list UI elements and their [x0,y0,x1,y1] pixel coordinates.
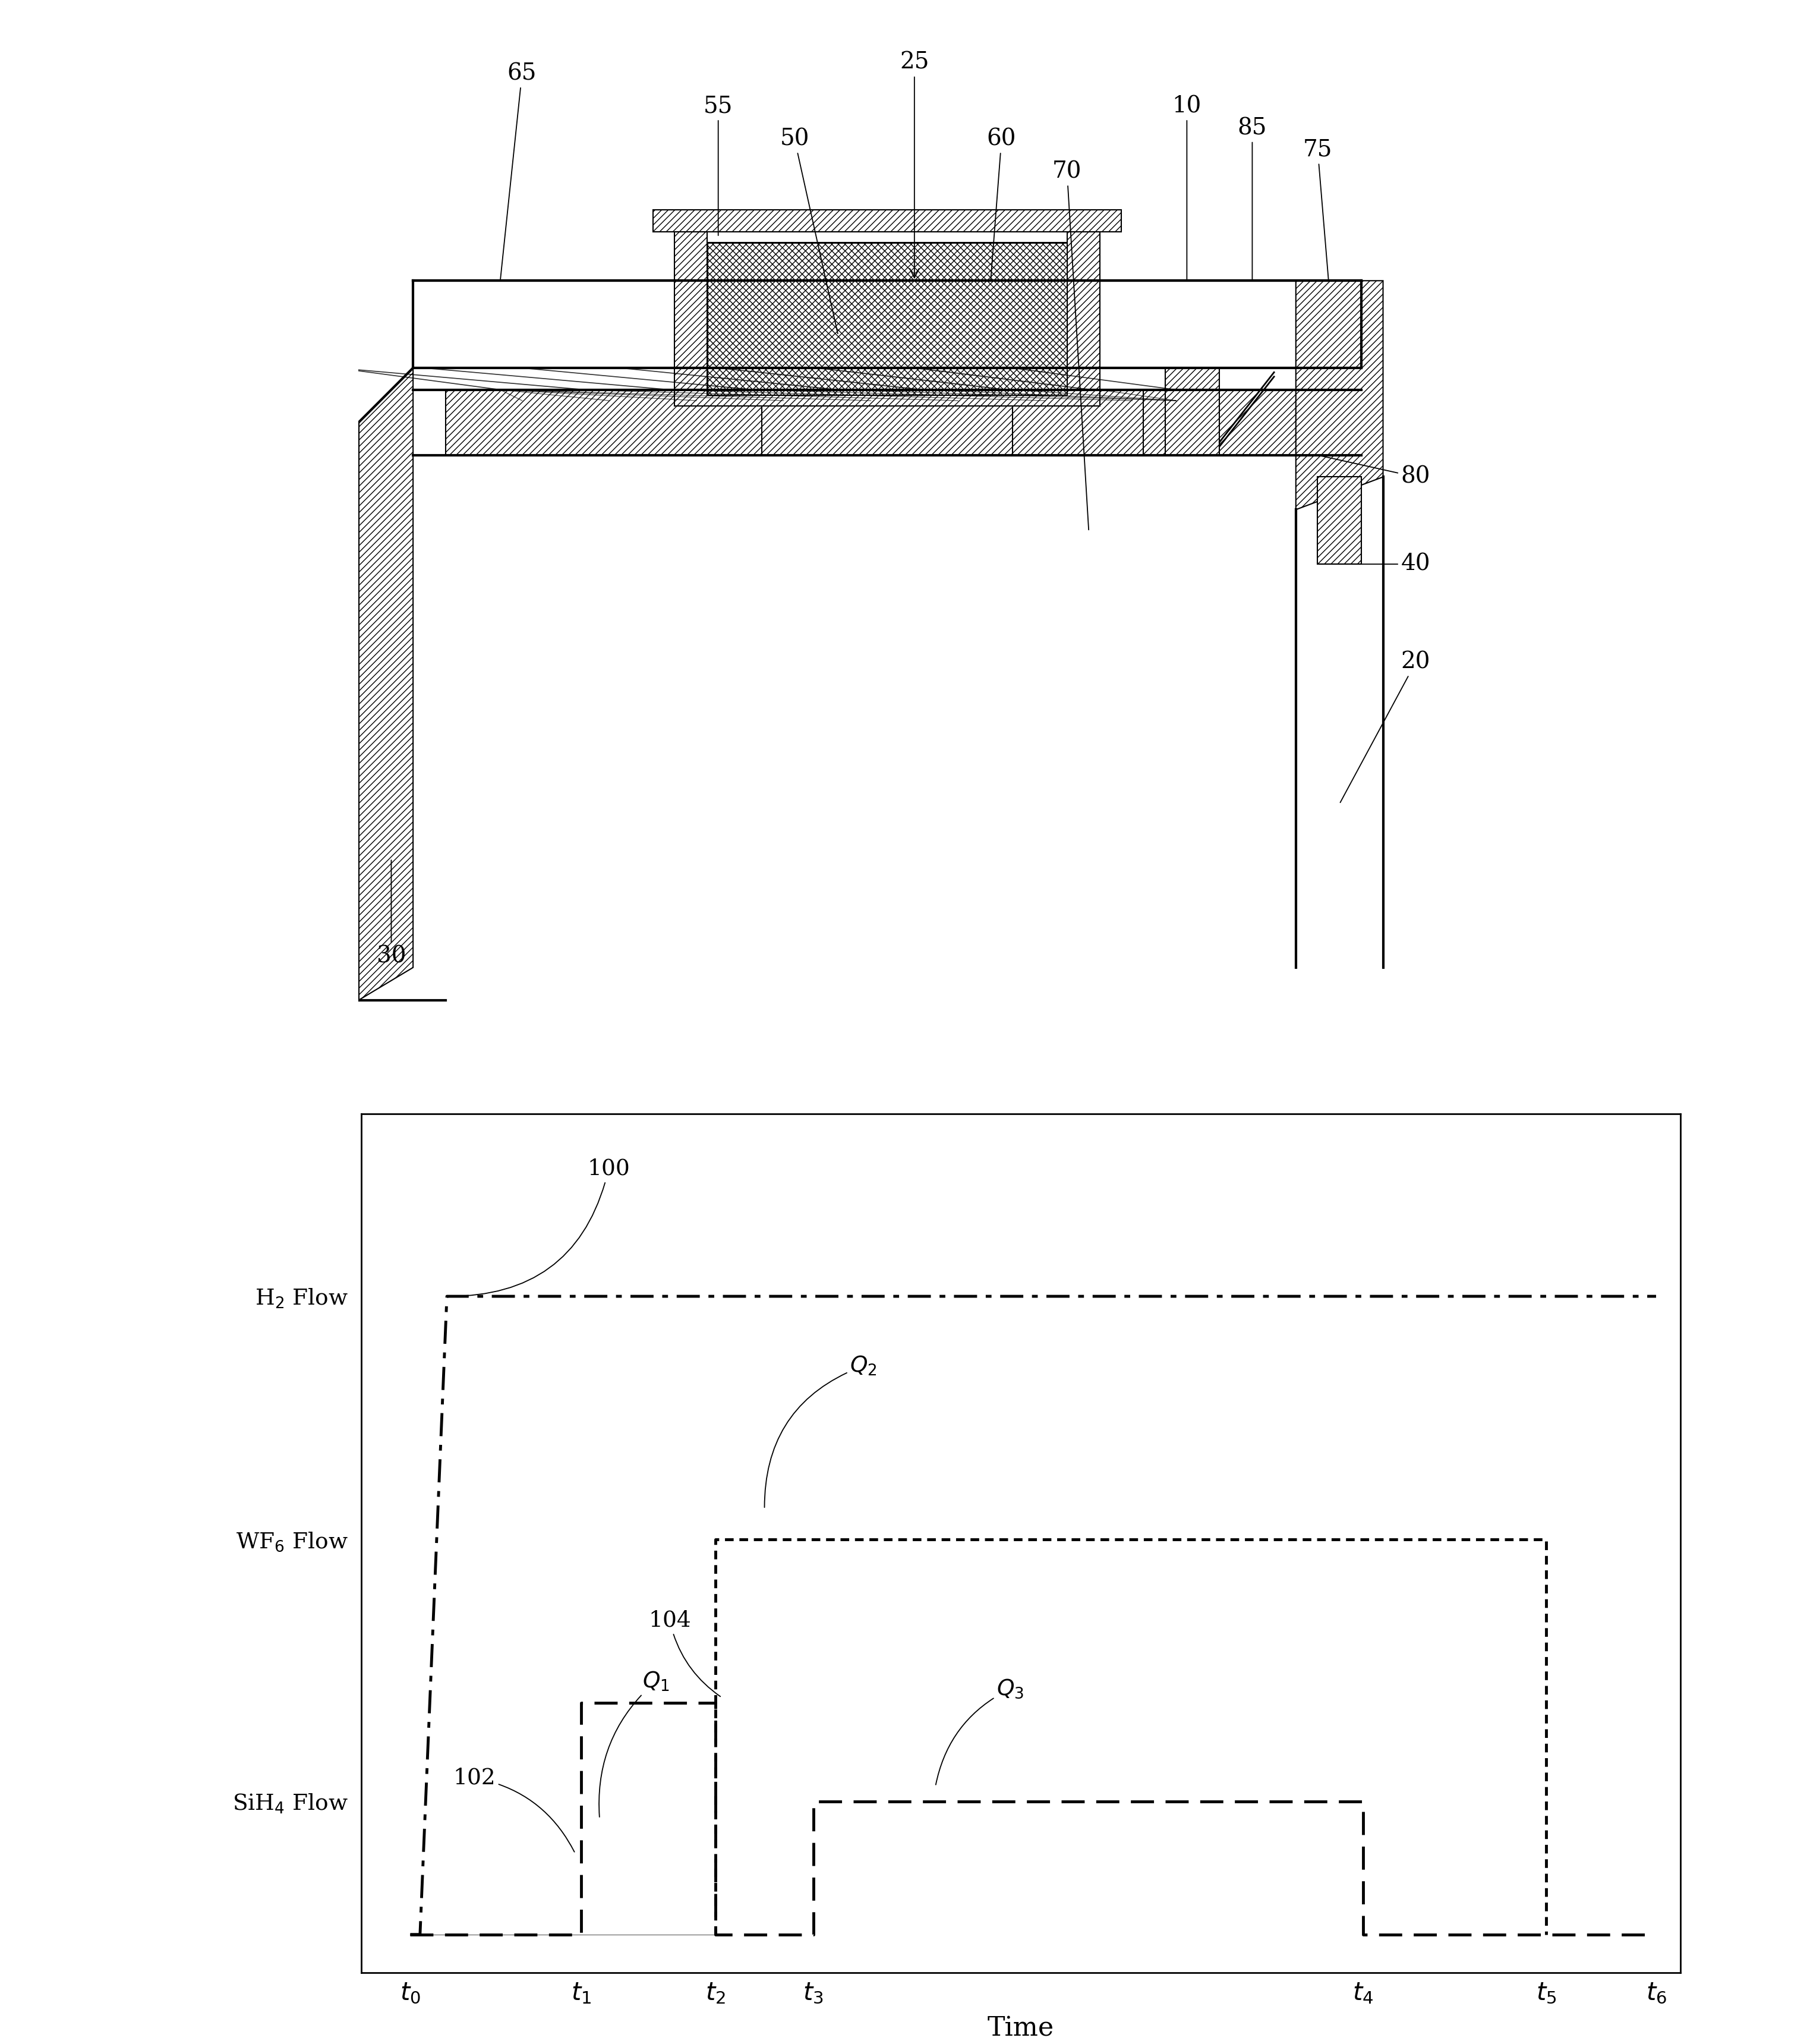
Text: 80: 80 [1319,456,1431,489]
Bar [446,390,1263,456]
Text: 25: 25 [900,51,929,278]
Text: 75: 75 [1303,139,1332,280]
Text: 65: 65 [501,63,537,280]
Text: 100: 100 [448,1159,631,1296]
Text: $Q_1$: $Q_1$ [598,1670,670,1817]
Bar [1317,476,1361,564]
Polygon shape [674,231,1100,407]
Polygon shape [358,368,414,1000]
Bar [707,243,1066,394]
Text: 104: 104 [649,1611,721,1697]
Text: 30: 30 [376,861,407,967]
Text: 10: 10 [1173,96,1202,280]
Text: 50: 50 [781,129,838,333]
Bar [707,243,1066,394]
Text: 85: 85 [1238,117,1267,280]
Polygon shape [1296,280,1382,509]
Text: 60: 60 [987,129,1016,280]
X-axis label: Time: Time [988,2015,1053,2042]
Text: 20: 20 [1341,652,1431,803]
Text: 70: 70 [1052,161,1088,529]
Text: $Q_2$: $Q_2$ [764,1355,876,1506]
Text: 55: 55 [703,96,734,235]
Bar [1166,368,1220,456]
Bar [763,394,1012,456]
Text: 40: 40 [1319,554,1431,574]
Text: 102: 102 [454,1768,575,1852]
Polygon shape [1144,390,1296,456]
Text: $Q_3$: $Q_3$ [936,1678,1025,1784]
Bar [652,211,1122,231]
